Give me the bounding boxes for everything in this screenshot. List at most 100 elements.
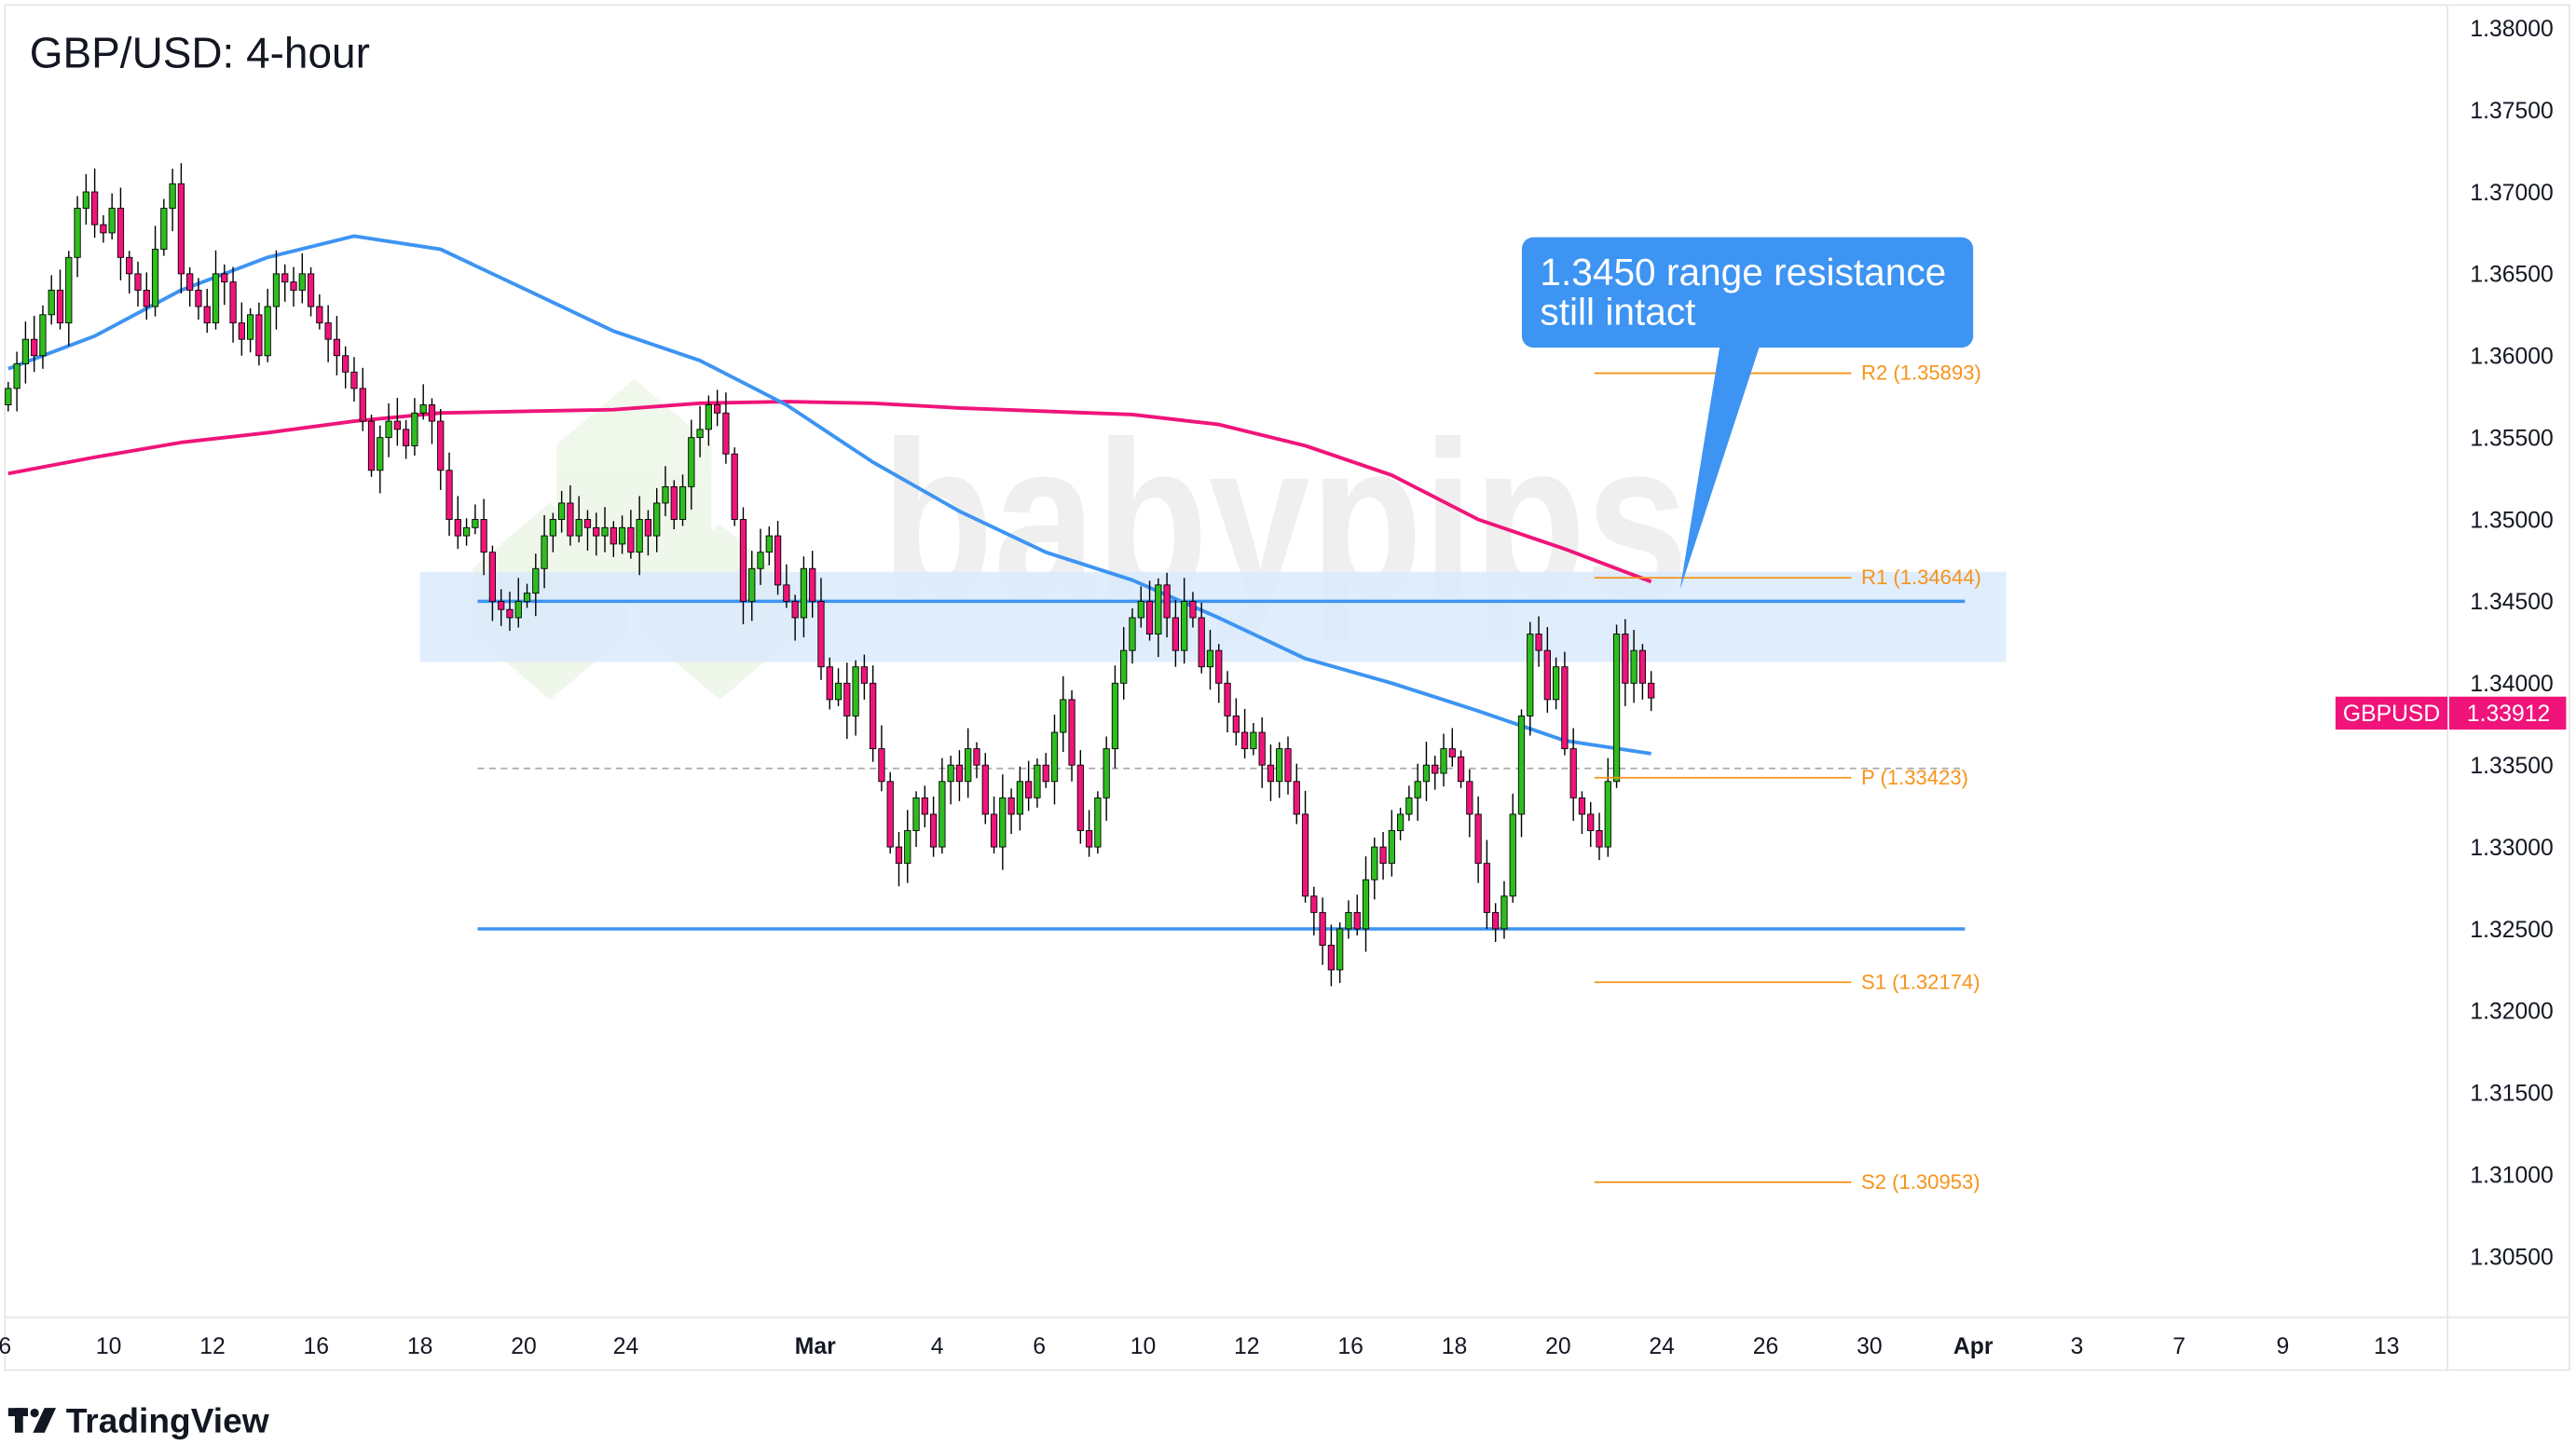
candle (852, 660, 859, 736)
candle-body-down (229, 281, 237, 324)
price-axis[interactable]: 1.38000 1.37500 1.37000 1.36500 1.36000 1.355… (2470, 17, 2553, 1270)
candle-body-down (498, 600, 505, 610)
candle-body-down (333, 338, 341, 357)
candle (1068, 689, 1076, 782)
candle (834, 668, 843, 706)
price-tick-label: 1.32000 (2470, 1000, 2553, 1025)
candle (169, 169, 176, 232)
candle (670, 480, 678, 530)
candle (1258, 716, 1266, 788)
candle-body-down (860, 666, 868, 684)
candle-body-down (126, 256, 133, 275)
candle (342, 346, 349, 389)
candle (1103, 736, 1110, 821)
candle (1145, 580, 1154, 641)
candle (722, 392, 730, 464)
candle-body-down (1284, 748, 1292, 783)
pivot-label-p: P (1.33423) (1861, 766, 1968, 789)
candle-body-down (1172, 617, 1180, 651)
candle-body-up (298, 273, 306, 291)
candle (558, 490, 566, 533)
candle (696, 405, 704, 457)
candle-body-up (575, 519, 582, 537)
candle-body-up (999, 797, 1007, 848)
candle (921, 785, 928, 827)
candle-body-down (195, 290, 202, 307)
candle-body-up (411, 412, 418, 446)
tradingview-logo[interactable]: TradingView (7, 1401, 269, 1440)
candle-body-up (65, 256, 73, 324)
candle-body-down (1353, 911, 1361, 930)
candle (1111, 665, 1119, 769)
candle (791, 594, 799, 641)
candle-body-up (912, 797, 920, 831)
candle (653, 487, 661, 552)
candle-body-down (403, 429, 410, 446)
candle (333, 316, 341, 375)
candle (532, 553, 540, 617)
candle (999, 774, 1007, 870)
candle (739, 507, 747, 625)
candle (385, 402, 392, 457)
candle (1371, 838, 1378, 900)
candle-body-up (618, 526, 626, 545)
time-tick-label: 7 (2172, 1334, 2185, 1359)
candle-body-down (488, 552, 497, 602)
time-axis[interactable]: 6 10 12 16 18 20 24 Mar 4 6 10 12 16 18 20 24 26 30 Apr 3 7 9… (0, 1334, 2400, 1359)
levels-layer (477, 599, 1966, 931)
candle-body-up (247, 314, 254, 340)
candle (1240, 708, 1249, 759)
candle-body-up (48, 290, 55, 316)
candle-body-down (1379, 846, 1387, 865)
candle (108, 193, 116, 239)
candle (488, 545, 497, 621)
candle-body-down (739, 519, 747, 602)
candle (757, 528, 764, 585)
candle-body-up (39, 314, 47, 357)
candle (100, 215, 107, 243)
candle (878, 725, 885, 792)
candle-body-down (1543, 649, 1551, 701)
annotation-callout[interactable]: 1.3450 range resistance still intact (1521, 237, 1974, 590)
price-tick-label: 1.38000 (2470, 17, 2553, 42)
candle (419, 384, 427, 420)
candle-body-down (1293, 781, 1300, 815)
candle-body-down (929, 813, 938, 848)
candle (437, 409, 445, 490)
candle (965, 728, 972, 798)
callout-line-1: 1.3450 range resistance (1540, 251, 1946, 293)
candle (1181, 578, 1188, 664)
candle (143, 272, 150, 321)
candle-body-down (428, 404, 436, 422)
candle-body-down (116, 208, 125, 258)
candle (895, 832, 903, 887)
candle-body-down (1163, 584, 1171, 619)
candle-body-down (1474, 813, 1482, 865)
candle-body-down (981, 764, 989, 815)
pivot-label-r1: R1 (1.34644) (1861, 566, 1981, 589)
candle-body-up (1155, 584, 1162, 635)
candle (973, 742, 980, 779)
candle (1276, 742, 1283, 798)
candle (506, 592, 514, 632)
pivot-label-r2: R2 (1.35893) (1861, 362, 1981, 385)
time-tick-label: 30 (1857, 1334, 1883, 1359)
time-tick-label: 24 (613, 1334, 639, 1359)
callout-box (1521, 237, 1974, 348)
candle-body-down (100, 224, 107, 234)
candle (39, 305, 47, 369)
candle (160, 198, 168, 256)
candle-body-up (688, 437, 695, 487)
candle (403, 419, 410, 459)
candle-body-up (939, 781, 946, 848)
candle-body-down (990, 813, 998, 848)
candle (1474, 796, 1482, 883)
candle (1457, 750, 1465, 788)
candle-body-up (377, 437, 384, 471)
candle-body-up (1630, 649, 1637, 684)
candle (31, 316, 38, 373)
candle-body-down (1457, 756, 1465, 783)
candle-body-up (1414, 781, 1421, 798)
candle (1042, 753, 1049, 788)
